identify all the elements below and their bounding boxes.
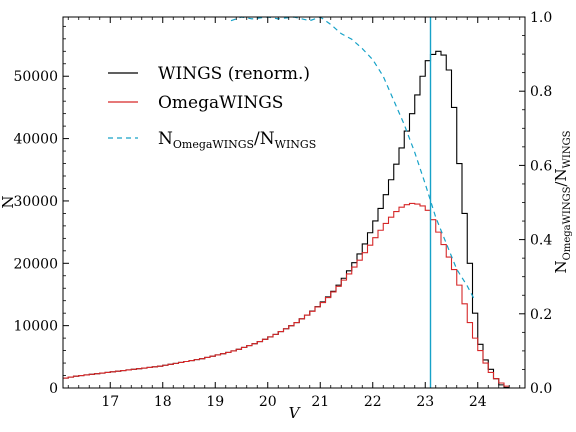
legend-label-wings: WINGS (renorm.) xyxy=(158,64,310,84)
x-tick-label: 19 xyxy=(206,394,224,410)
series-line-1 xyxy=(63,202,510,387)
ticks-layer: 17 18 19 20 21 22 23 24 0 10000 20000 30000 40000 500… xyxy=(13,10,552,410)
x-tick-label: 20 xyxy=(259,394,277,410)
x-tick-label: 24 xyxy=(469,394,487,410)
x-tick-label: 23 xyxy=(416,394,434,410)
series-layer xyxy=(63,16,510,388)
y-tick-label: 20000 xyxy=(13,256,58,272)
legend-label-omegawings: OmegaWINGS xyxy=(158,93,283,113)
x-tick-label: 17 xyxy=(101,394,119,410)
y-tick-label: 10000 xyxy=(13,319,58,335)
x-tick-label: 18 xyxy=(154,394,172,410)
y-tick-label: 50000 xyxy=(13,69,58,85)
y-right-tick-label: 0.0 xyxy=(530,381,552,397)
x-axis-title: V xyxy=(289,404,302,422)
y-right-tick-label: 0.2 xyxy=(530,307,552,323)
y-axis-title: N xyxy=(0,195,17,208)
y-tick-label: 40000 xyxy=(13,132,58,148)
x-tick-label: 22 xyxy=(364,394,382,410)
x-tick-label: 21 xyxy=(311,394,329,410)
y-right-tick-label: 1.0 xyxy=(530,10,552,26)
y-right-tick-label: 0.6 xyxy=(530,158,552,174)
y-right-tick-label: 0.4 xyxy=(530,233,552,249)
series-line-2 xyxy=(230,16,476,302)
y-right-tick-label: 0.8 xyxy=(530,84,552,100)
y-tick-label: 30000 xyxy=(13,194,58,210)
y-tick-label: 0 xyxy=(49,381,58,397)
y-axis-right-title: NOmegaWINGS/NWINGS xyxy=(552,130,573,273)
